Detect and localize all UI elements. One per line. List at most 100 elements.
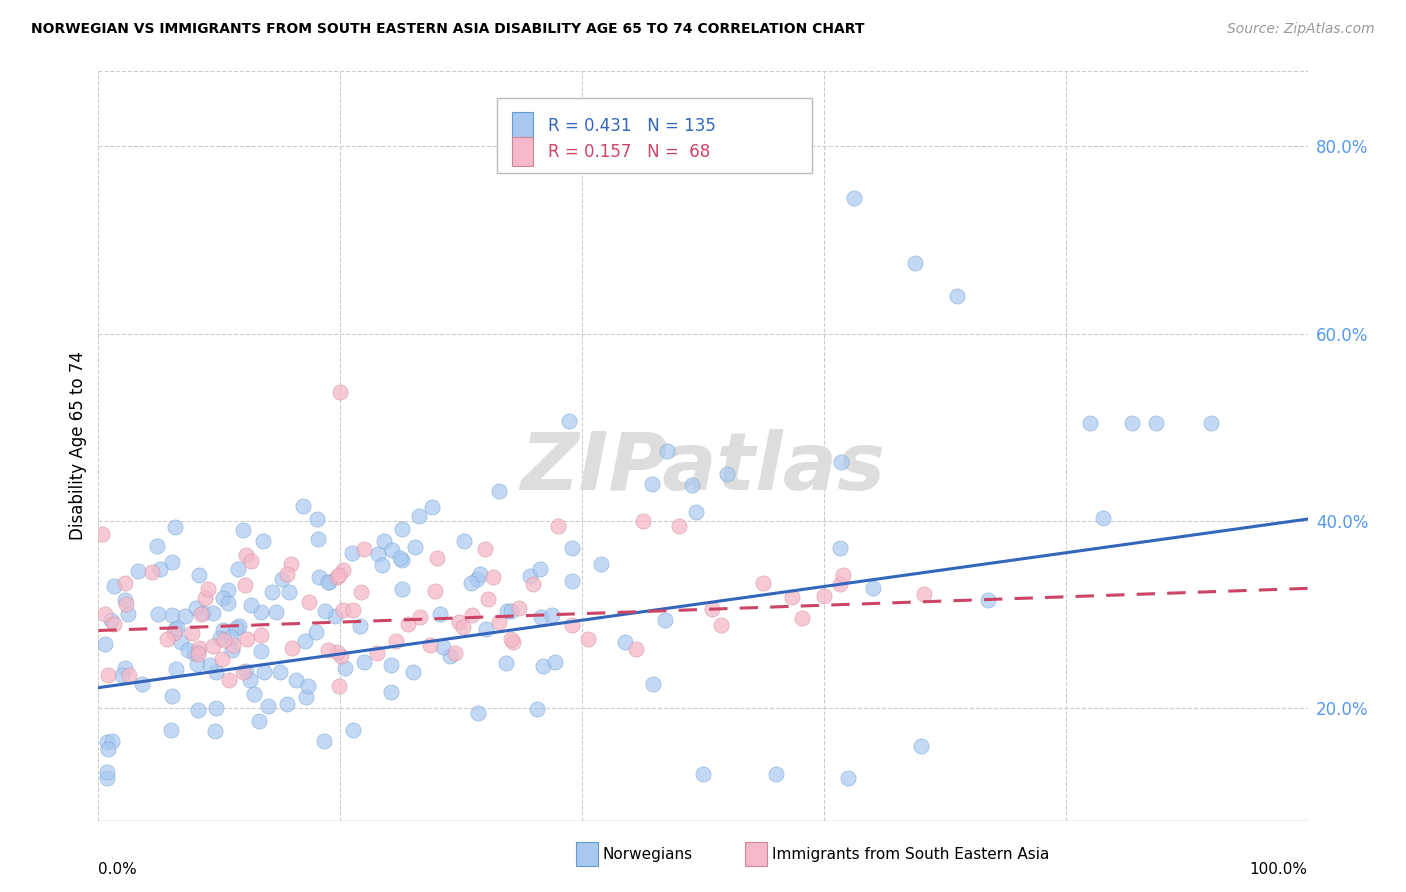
Text: Immigrants from South Eastern Asia: Immigrants from South Eastern Asia	[772, 847, 1049, 862]
Point	[127, 564, 149, 578]
Point	[547, 518, 569, 533]
Point	[332, 563, 354, 577]
FancyBboxPatch shape	[745, 842, 768, 866]
Point	[193, 606, 215, 620]
Point	[96, 772, 118, 786]
Point	[482, 570, 505, 584]
Point	[197, 582, 219, 596]
Point	[97, 742, 120, 756]
Point	[765, 767, 787, 781]
Point	[194, 591, 217, 605]
Point	[162, 555, 184, 569]
Point	[264, 605, 287, 619]
Point	[391, 553, 413, 567]
Point	[96, 765, 118, 780]
Point	[249, 714, 271, 728]
Point	[111, 668, 134, 682]
Point	[353, 655, 375, 669]
Point	[163, 625, 186, 640]
Point	[468, 567, 491, 582]
Point	[453, 534, 475, 549]
Point	[465, 572, 488, 586]
Point	[318, 643, 340, 657]
Point	[165, 520, 187, 534]
Point	[380, 658, 402, 673]
Text: ZIPatlas: ZIPatlas	[520, 429, 886, 508]
Point	[495, 657, 517, 671]
Point	[862, 581, 884, 595]
Point	[277, 585, 299, 599]
Point	[221, 642, 243, 657]
Point	[305, 624, 328, 639]
Point	[208, 631, 231, 645]
Point	[541, 607, 564, 622]
Point	[114, 597, 136, 611]
Point	[668, 518, 690, 533]
Point	[225, 621, 247, 635]
Point	[335, 661, 357, 675]
Point	[461, 608, 484, 623]
Point	[830, 455, 852, 469]
Point	[439, 649, 461, 664]
Point	[576, 632, 599, 646]
Point	[910, 739, 932, 753]
Point	[342, 546, 364, 560]
Point	[561, 574, 583, 589]
Point	[148, 607, 170, 621]
Point	[1121, 416, 1143, 430]
Point	[626, 642, 648, 657]
Point	[409, 610, 432, 624]
Point	[350, 584, 373, 599]
Point	[226, 562, 249, 576]
Point	[253, 665, 276, 679]
Point	[544, 656, 567, 670]
Point	[114, 575, 136, 590]
Point	[443, 646, 465, 660]
Point	[222, 638, 245, 652]
Point	[318, 574, 340, 589]
FancyBboxPatch shape	[576, 842, 598, 866]
Point	[118, 667, 141, 681]
Point	[685, 505, 707, 519]
Point	[828, 541, 851, 555]
Text: Source: ZipAtlas.com: Source: ZipAtlas.com	[1227, 22, 1375, 37]
Point	[837, 772, 859, 786]
Point	[165, 622, 187, 636]
Point	[187, 568, 209, 582]
Point	[1146, 416, 1168, 430]
Point	[408, 508, 430, 523]
Point	[243, 687, 266, 701]
Point	[103, 579, 125, 593]
Point	[353, 542, 375, 557]
Point	[561, 617, 583, 632]
Point	[831, 567, 853, 582]
Point	[380, 685, 402, 699]
Point	[477, 592, 499, 607]
Point	[262, 585, 284, 599]
Point	[429, 607, 451, 621]
Point	[131, 677, 153, 691]
Text: R = 0.157   N =  68: R = 0.157 N = 68	[547, 143, 710, 161]
Point	[710, 618, 733, 632]
Point	[700, 602, 723, 616]
Point	[250, 644, 273, 658]
Point	[204, 724, 226, 739]
Point	[103, 616, 125, 631]
Point	[270, 572, 292, 586]
Point	[232, 665, 254, 679]
Point	[252, 533, 274, 548]
Point	[402, 665, 425, 679]
Point	[292, 499, 315, 513]
Point	[114, 660, 136, 674]
Point	[240, 599, 263, 613]
Point	[830, 577, 852, 591]
Point	[419, 639, 441, 653]
Point	[501, 632, 523, 646]
Point	[160, 607, 183, 622]
Point	[367, 547, 389, 561]
Point	[200, 658, 222, 673]
Point	[640, 476, 662, 491]
Point	[631, 514, 654, 528]
Point	[328, 567, 350, 582]
Point	[558, 414, 581, 428]
